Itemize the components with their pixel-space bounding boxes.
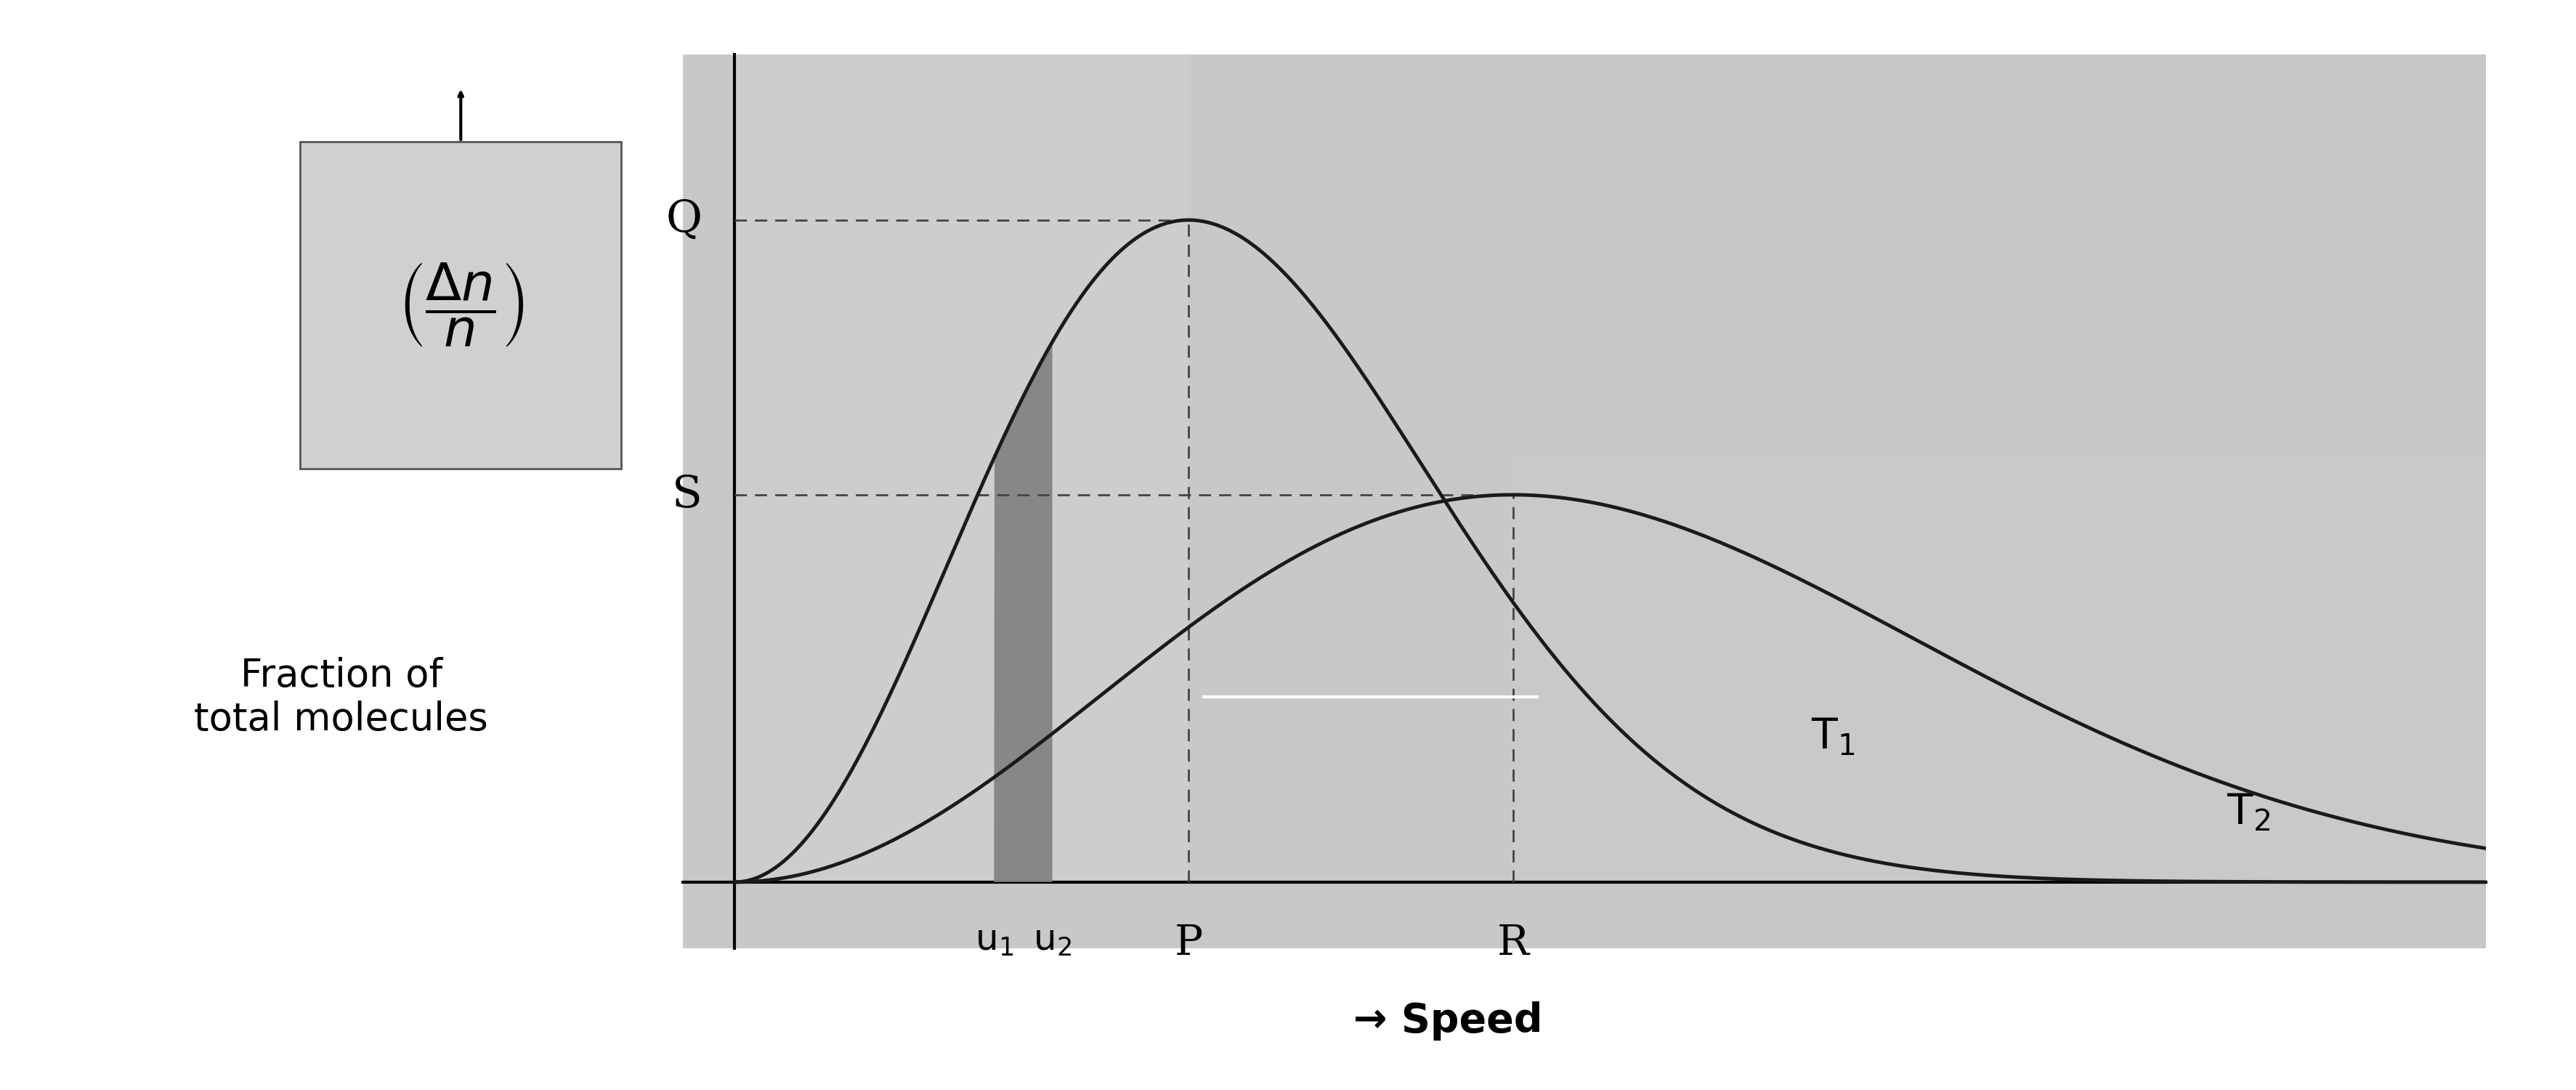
Text: R: R — [1497, 923, 1530, 964]
FancyBboxPatch shape — [301, 142, 621, 469]
Bar — [734, 13, 1188, 882]
Text: P: P — [1175, 923, 1203, 964]
Text: Q: Q — [665, 198, 703, 242]
Polygon shape — [994, 342, 1054, 882]
Text: T$_1$: T$_1$ — [1811, 716, 1855, 758]
Text: u$_2$: u$_2$ — [1033, 923, 1072, 958]
Text: S: S — [672, 473, 703, 517]
Text: Fraction of
total molecules: Fraction of total molecules — [193, 657, 489, 738]
Text: $\left(\dfrac{\Delta n}{n}\right)$: $\left(\dfrac{\Delta n}{n}\right)$ — [397, 262, 523, 349]
Text: T$_2$: T$_2$ — [2226, 791, 2269, 833]
Bar — [1512, 456, 2486, 882]
Text: → Speed: → Speed — [1352, 1002, 1543, 1041]
Text: u$_1$: u$_1$ — [974, 923, 1012, 958]
Bar — [1188, 253, 1512, 882]
